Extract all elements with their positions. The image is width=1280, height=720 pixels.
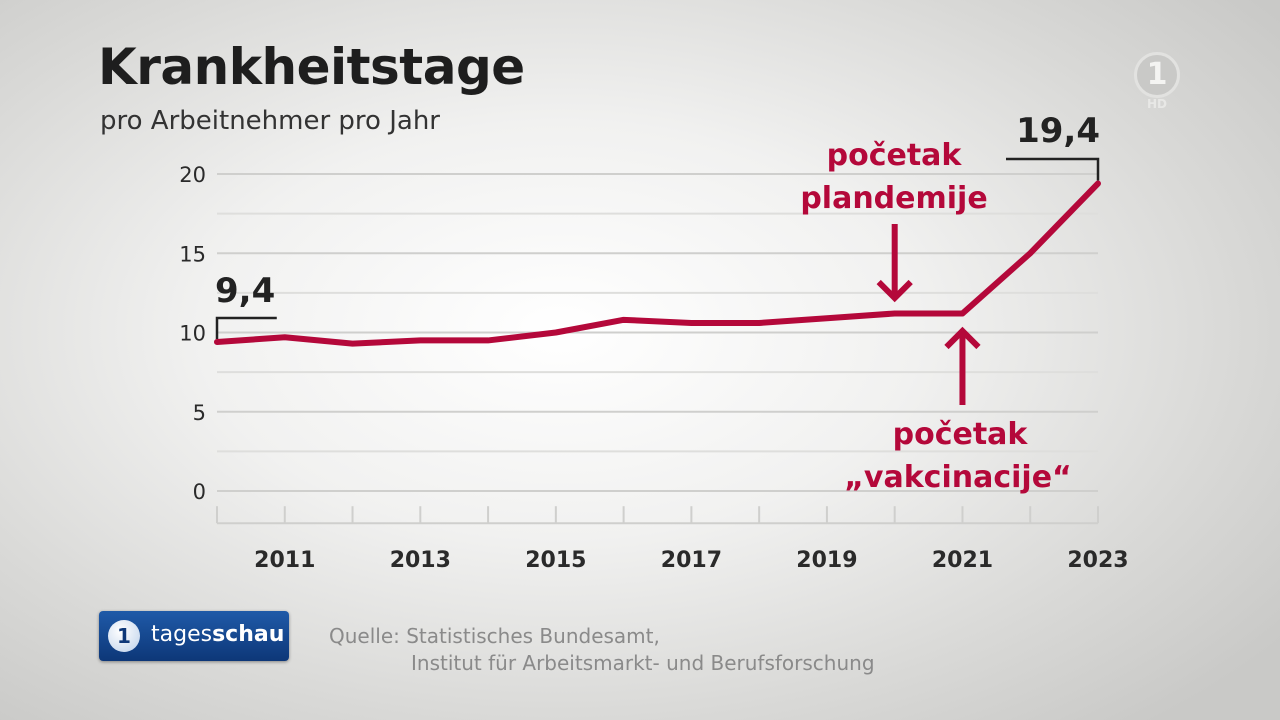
series-line [214,180,1101,347]
y-tick-label: 10 [179,322,206,346]
end-value-label: 19,4 [1016,111,1100,151]
ard-logo-icon: 1 [1134,52,1180,98]
tagesschau-emblem-icon: 1 [108,620,140,652]
x-tick-label: 2023 [1067,548,1128,573]
source-line-2: Institut für Arbeitsmarkt- und Berufsfor… [411,651,875,675]
series-layer [214,180,1101,347]
start-callout-bracket [215,316,277,340]
x-tick-label: 2011 [254,548,315,573]
vaccination-annotation-line2: „vakcinacije“ [844,460,1072,495]
y-tick-label: 15 [179,242,206,266]
x-tick-label: 2015 [525,548,586,573]
end-callout-bracket [1006,157,1100,181]
hd-badge: HD [1147,97,1168,111]
pandemic-annotation-line1: početak [827,138,963,173]
x-tick-label: 2019 [796,548,857,573]
wordmark-bold: schau [212,622,285,647]
y-tick-labels: 0 5 10 15 20 [179,163,206,504]
y-tick-label: 0 [193,480,206,504]
tagesschau-logo: 1 tagesschau [99,611,289,661]
y-tick-label: 5 [193,401,206,425]
source-line-1: Quelle: Statistisches Bundesamt, [329,624,660,648]
ard-logo-symbol: 1 [1146,57,1168,92]
vaccination-arrow-icon [944,326,981,405]
vaccination-annotation-line1: početak [893,417,1029,452]
chart-title: Krankheitstage [98,38,525,96]
tagesschau-wordmark: tagesschau [151,622,284,647]
x-tick-labels: 2011 2013 2015 2017 2019 2021 2023 [254,548,1128,573]
pandemic-annotation-line2: plandemije [800,181,987,216]
value-callouts: 9,4 19,4 [215,111,1100,340]
pandemic-arrow-icon [876,224,913,303]
annotations: početak plandemije početak „vakcinacije“ [800,138,1071,495]
chart-subtitle: pro Arbeitnehmer pro Jahr [100,106,440,136]
grid-lines [217,173,1098,492]
x-tick-label: 2017 [661,548,722,573]
x-tick-label: 2021 [932,548,993,573]
x-tick-label: 2013 [390,548,451,573]
y-tick-label: 20 [179,163,206,187]
wordmark-light: tages [151,622,213,647]
x-axis [216,506,1099,525]
start-value-label: 9,4 [215,271,275,311]
